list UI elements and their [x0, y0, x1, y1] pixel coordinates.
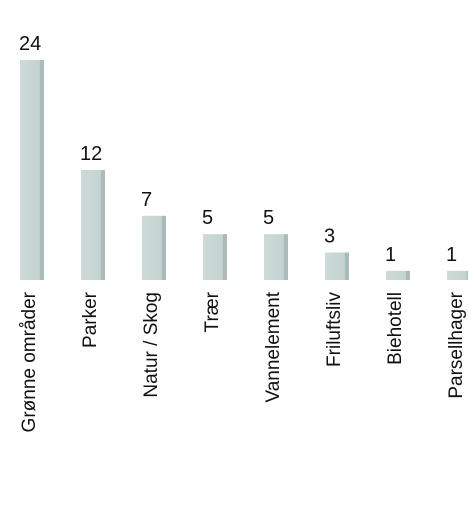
category-label: Friluftsliv [324, 292, 345, 367]
value-label: 5 [263, 207, 274, 229]
category-label: Parsellhager [446, 291, 467, 398]
category-label: Parker [80, 291, 101, 348]
value-label: 3 [324, 226, 335, 248]
value-label: 1 [385, 244, 396, 266]
category-label: Vannelement [263, 291, 284, 402]
value-label: 7 [141, 189, 152, 211]
value-label: 12 [80, 143, 102, 165]
value-label: 1 [446, 244, 457, 266]
category-label: Biehotell [385, 292, 406, 365]
bar [447, 270, 468, 280]
category-label: Trær [202, 291, 223, 332]
category-label: Grønne områder [19, 291, 40, 432]
bar [203, 234, 227, 280]
bar [81, 170, 105, 280]
category-label: Natur / Skog [141, 292, 162, 398]
bar [20, 60, 44, 280]
bar [264, 234, 288, 280]
value-label: 5 [202, 207, 213, 229]
bar [325, 252, 349, 280]
bar [142, 215, 166, 280]
bar [386, 270, 410, 280]
value-label: 24 [19, 33, 41, 55]
